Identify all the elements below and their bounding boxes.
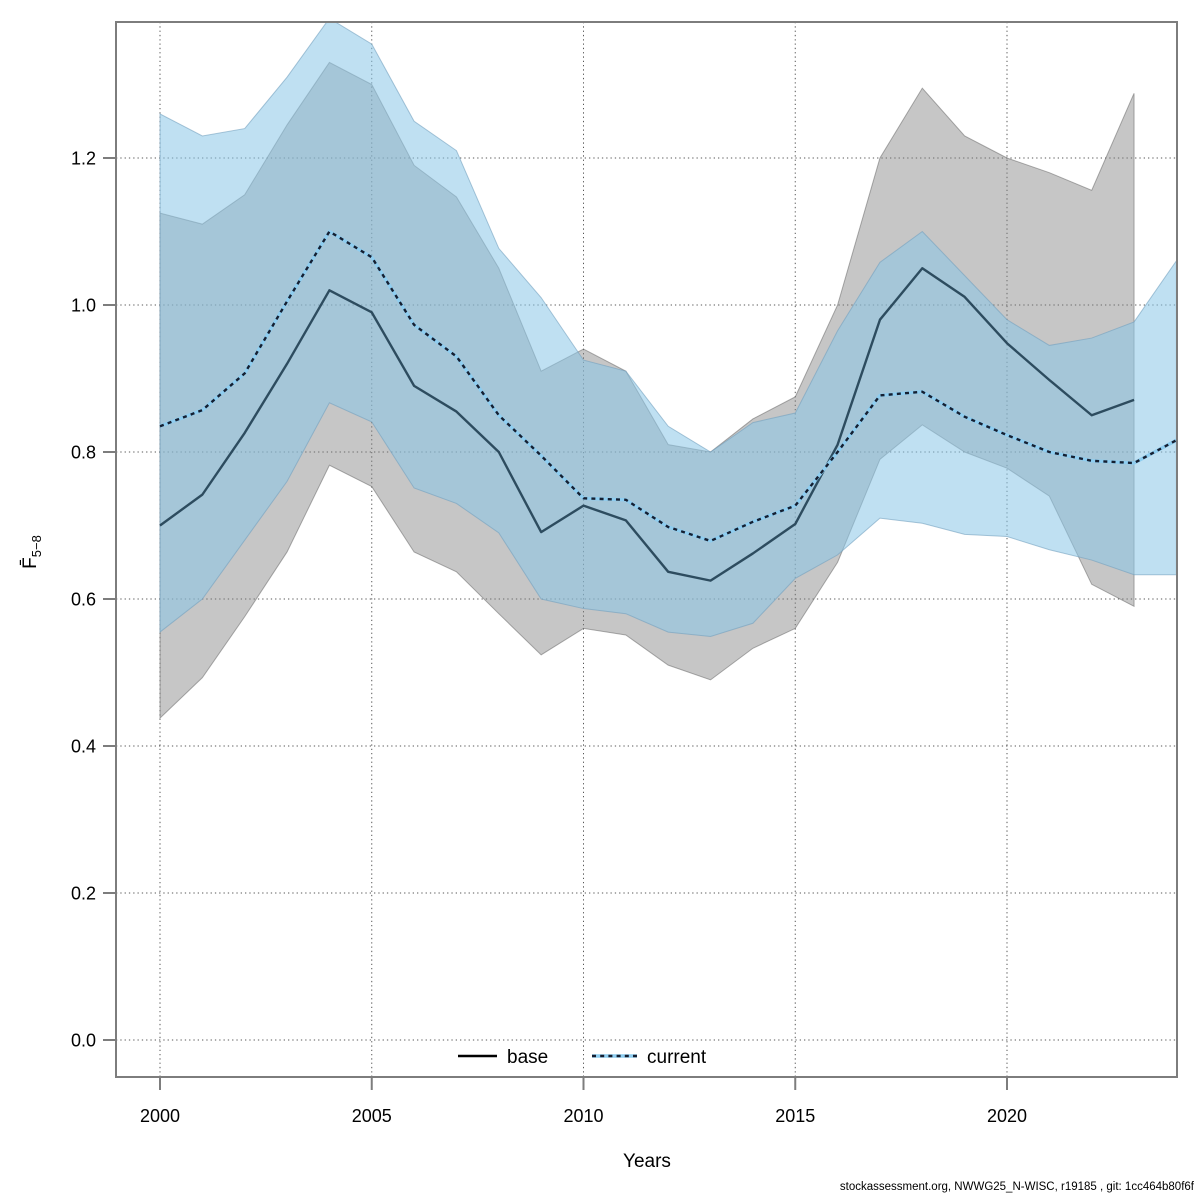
legend-label-current: current	[647, 1047, 707, 1068]
y-axis-label-main: F̄	[20, 557, 41, 569]
x-tick-label: 2020	[987, 1106, 1027, 1126]
x-tick-label: 2005	[352, 1106, 392, 1126]
series-lines	[159, 229, 1177, 582]
plot-border	[115, 21, 1178, 1078]
x-axis-label: Years	[623, 1151, 671, 1172]
y-tick-label: 1.0	[71, 296, 96, 316]
x-axis-ticks: 2000 2005 2010 2015 2020	[140, 1077, 1027, 1126]
base-mean-line	[159, 267, 1135, 582]
footer-attribution: stockassessment.org, NWWG25_N-WISC, r191…	[840, 1181, 1195, 1193]
y-tick-label: 0.6	[71, 590, 96, 610]
legend: base current	[458, 1047, 707, 1068]
x-tick-label: 2000	[140, 1106, 180, 1126]
y-tick-label: 0.0	[71, 1031, 96, 1051]
y-tick-label: 0.8	[71, 443, 96, 463]
legend-label-base: base	[507, 1047, 548, 1068]
current-mean-line-dotted	[159, 230, 1177, 543]
y-tick-label: 0.4	[71, 737, 96, 757]
y-axis-label-subscript: 5−8	[29, 535, 44, 557]
y-tick-label: 1.2	[71, 149, 96, 169]
y-tick-label: 0.2	[71, 884, 96, 904]
confidence-bands	[159, 22, 1177, 720]
plot-frame	[115, 21, 1178, 1078]
y-axis-ticks: 0.0 0.2 0.4 0.6 0.8 1.0 1.2	[71, 149, 116, 1051]
x-tick-label: 2010	[563, 1106, 603, 1126]
y-axis-label: F̄5−8	[20, 535, 44, 569]
x-tick-label: 2015	[775, 1106, 815, 1126]
